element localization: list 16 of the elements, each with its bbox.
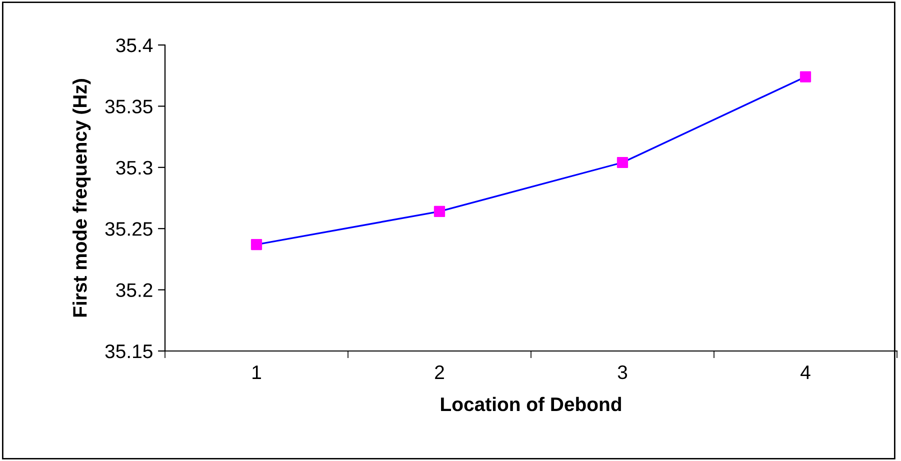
y-tick-label: 35.35 [105, 100, 152, 114]
x-tick-label: 2 [435, 365, 444, 379]
y-tick-label: 35.4 [116, 38, 153, 52]
x-axis-title: Location of Debond [441, 396, 621, 412]
point [800, 71, 812, 82]
point [250, 238, 262, 250]
y-tick-label: 35.25 [105, 222, 152, 236]
y-tick-label: 35.2 [116, 283, 152, 298]
x-tick-label: 3 [618, 365, 628, 380]
point [434, 206, 446, 218]
x-tick-label: 4 [800, 366, 810, 379]
point [616, 156, 628, 168]
x-tick-label: 1 [252, 366, 261, 379]
y-axis-title: First mode frequency (Hz) [72, 79, 91, 317]
y-tick-label: 35.3 [116, 160, 152, 175]
y-tick-label: 35.15 [105, 344, 152, 358]
